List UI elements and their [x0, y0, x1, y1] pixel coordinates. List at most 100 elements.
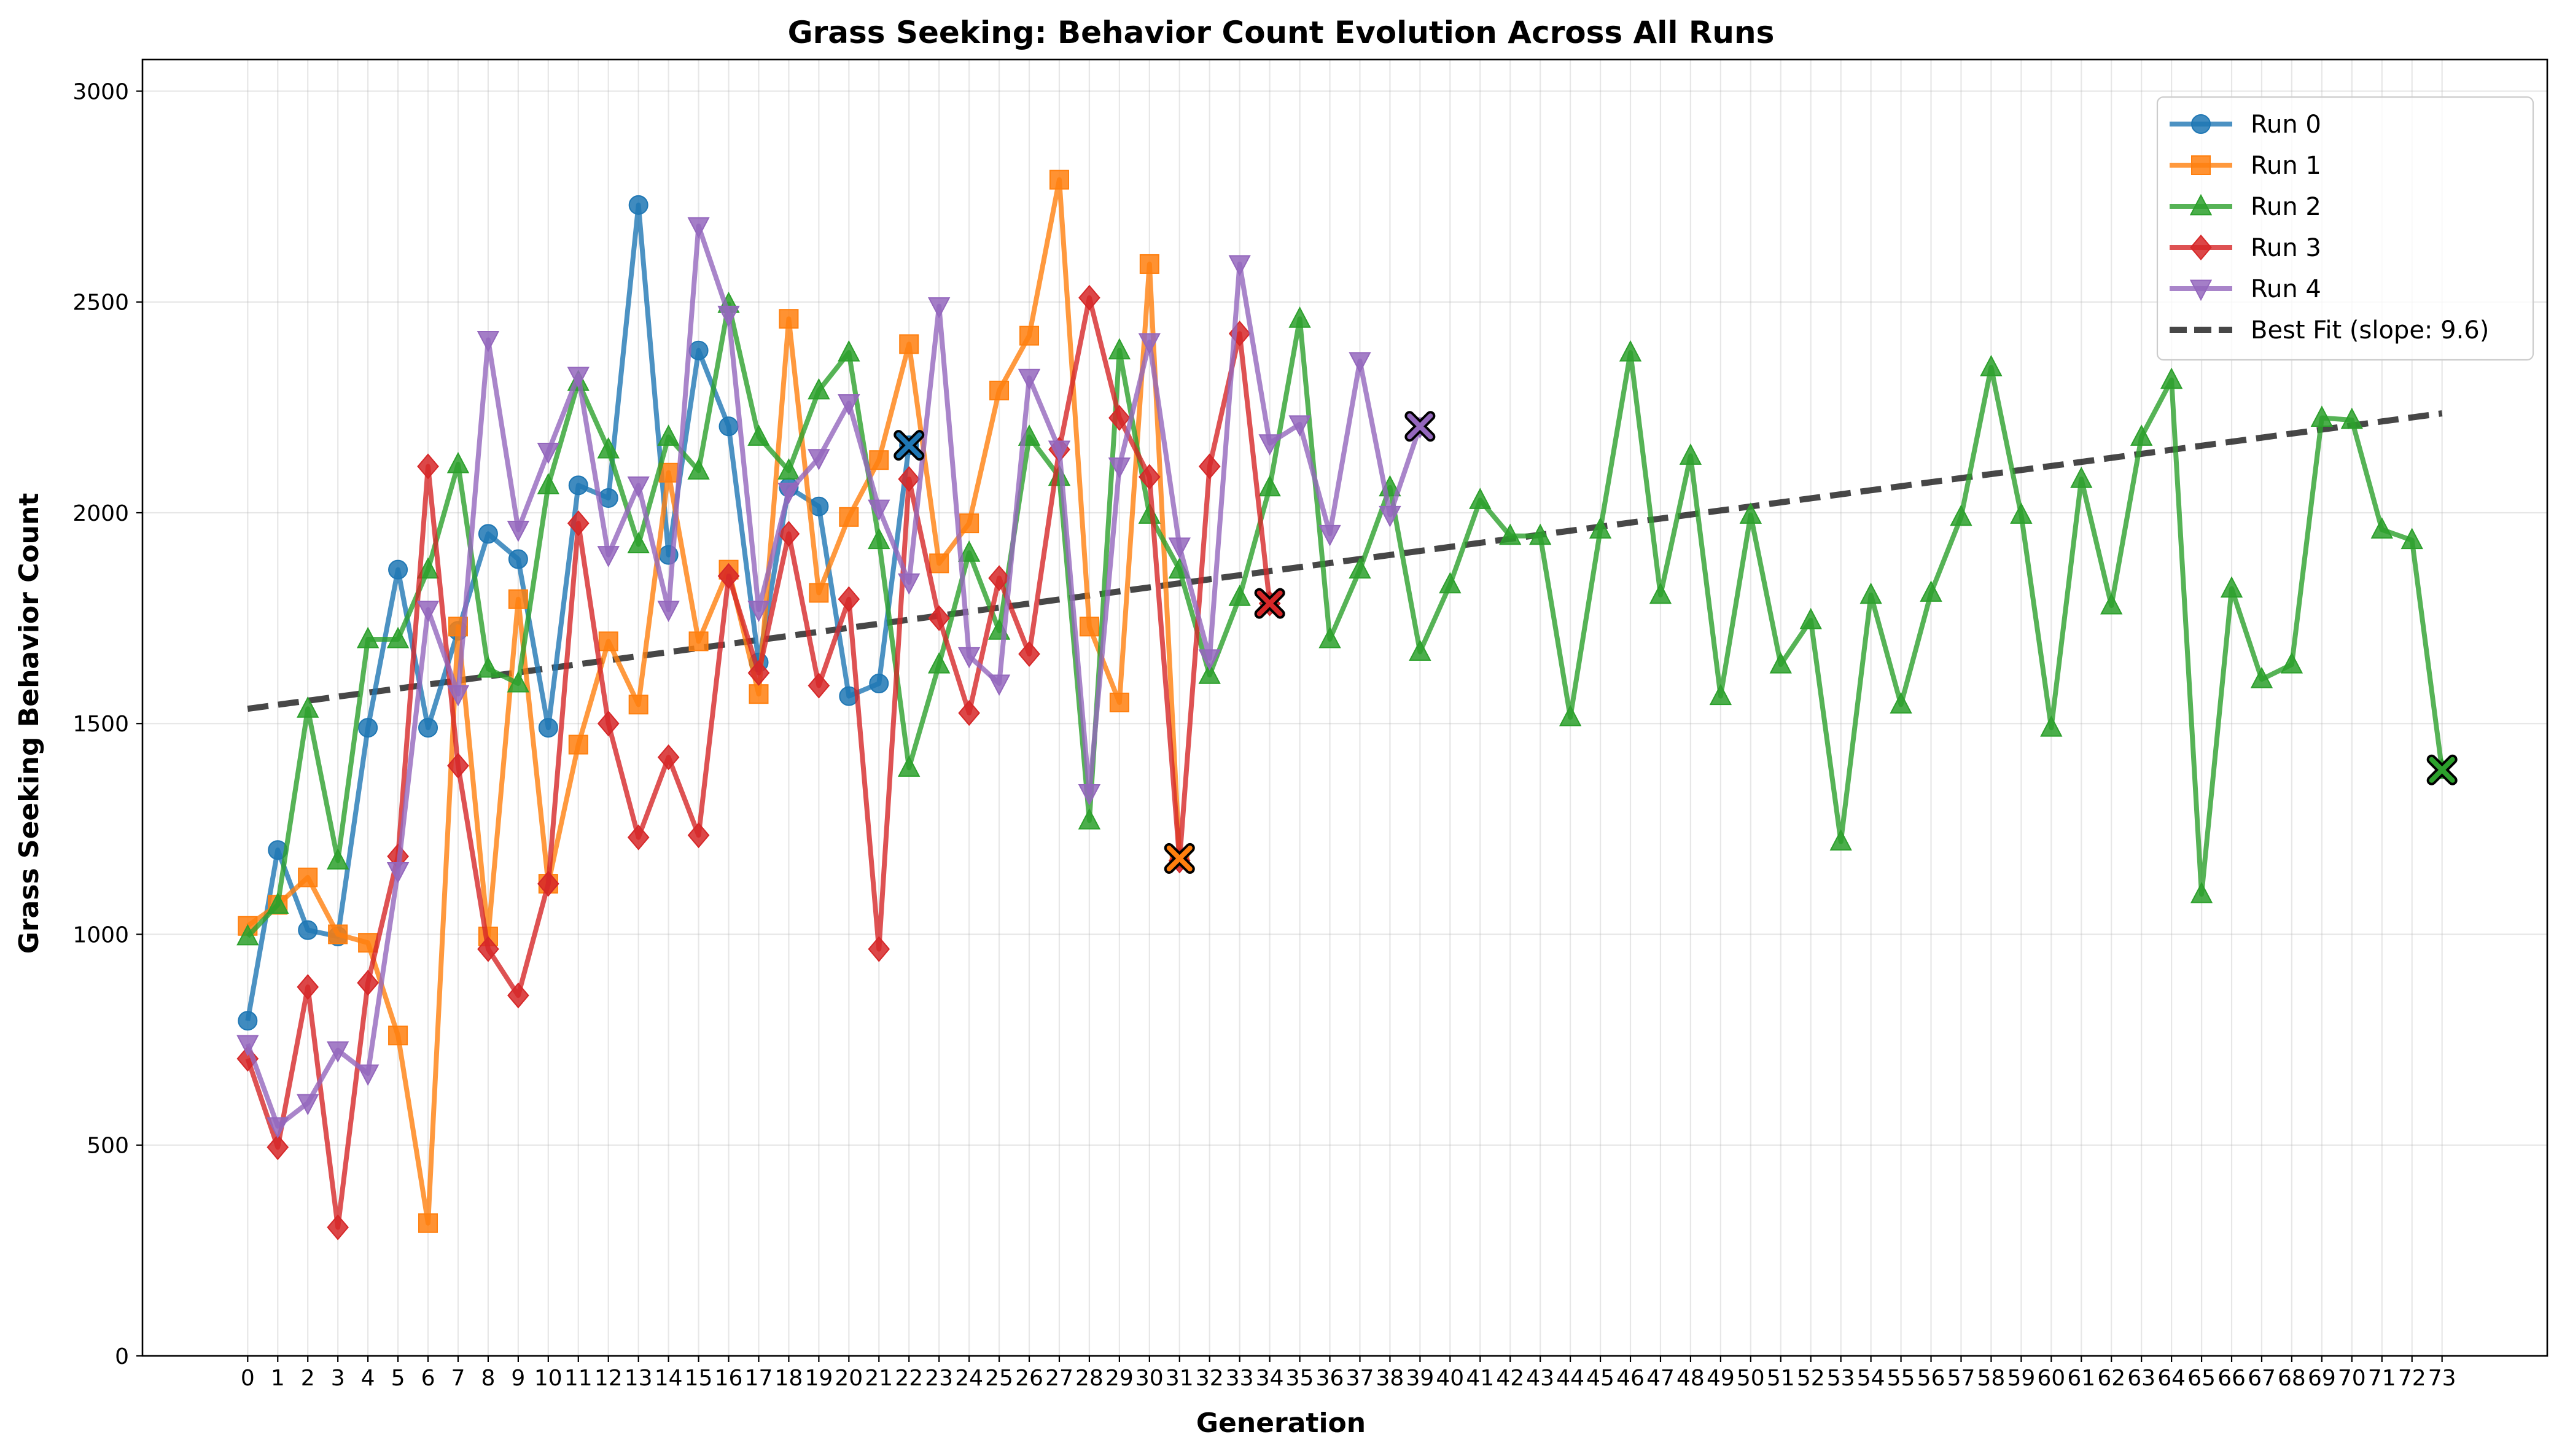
- data-point: [1138, 333, 1161, 355]
- x-tick-label: 62: [2097, 1366, 2125, 1391]
- data-point: [2070, 466, 2093, 488]
- x-tick-label: 17: [745, 1366, 773, 1391]
- chart-title: Grass Seeking: Behavior Count Evolution …: [788, 15, 1775, 50]
- data-point: [1288, 306, 1311, 328]
- data-point: [297, 696, 319, 718]
- legend-label: Best Fit (slope: 9.6): [2251, 316, 2489, 345]
- legend-box: [2156, 96, 2534, 361]
- data-point: [358, 718, 378, 738]
- data-point: [958, 700, 980, 726]
- data-point: [628, 695, 648, 715]
- data-point: [777, 521, 800, 547]
- data-point: [1168, 537, 1191, 559]
- data-point: [1769, 652, 1792, 674]
- legend-marker: [2191, 155, 2211, 175]
- data-point: [898, 755, 921, 777]
- data-point: [1228, 585, 1251, 606]
- data-point: [386, 626, 410, 648]
- data-point: [839, 507, 859, 527]
- data-point: [2040, 715, 2063, 737]
- x-tick-label: 16: [715, 1366, 743, 1391]
- data-point: [929, 553, 949, 574]
- data-point: [507, 671, 530, 693]
- x-tick-label: 73: [2428, 1366, 2456, 1391]
- x-tick-label: 40: [1436, 1366, 1464, 1391]
- data-point: [2370, 517, 2393, 539]
- data-point: [718, 416, 739, 437]
- data-point: [267, 892, 289, 914]
- data-point: [2190, 882, 2213, 903]
- data-point: [2160, 367, 2183, 389]
- x-tick-label: 23: [925, 1366, 953, 1391]
- data-point: [418, 1213, 438, 1233]
- data-point: [1019, 325, 1040, 346]
- x-tick-label: 66: [2217, 1366, 2246, 1391]
- data-point: [688, 340, 709, 360]
- data-point: [1980, 354, 2003, 376]
- data-point: [1469, 488, 1492, 509]
- data-point: [507, 520, 530, 542]
- data-point: [1890, 692, 1912, 714]
- data-point: [1049, 169, 1069, 190]
- data-point: [1078, 784, 1101, 806]
- x-tick-label: 27: [1045, 1366, 1073, 1391]
- data-point: [1018, 368, 1041, 391]
- data-point: [657, 601, 680, 623]
- x-tick-label: 45: [1586, 1366, 1614, 1391]
- y-tick-label: 500: [87, 1134, 129, 1159]
- data-point: [1950, 504, 1972, 526]
- data-point: [1108, 457, 1131, 479]
- data-point: [627, 532, 650, 553]
- data-point: [2280, 652, 2303, 674]
- data-point: [1139, 464, 1161, 490]
- x-tick-label: 46: [1616, 1366, 1645, 1391]
- data-point: [687, 217, 710, 239]
- data-point: [749, 684, 769, 704]
- x-tick-label: 50: [1737, 1366, 1765, 1391]
- x-tick-label: 26: [1015, 1366, 1043, 1391]
- data-point: [1079, 617, 1099, 637]
- x-tick-label: 10: [534, 1366, 563, 1391]
- x-tick-label: 30: [1135, 1366, 1164, 1391]
- legend-marker: [2191, 114, 2211, 134]
- data-point: [598, 631, 618, 652]
- data-point: [2250, 667, 2273, 688]
- x-tick-label: 67: [2248, 1366, 2276, 1391]
- data-point: [809, 583, 829, 603]
- data-point: [597, 437, 620, 459]
- data-point: [388, 559, 408, 580]
- data-point: [717, 305, 740, 327]
- data-point: [1018, 640, 1040, 668]
- x-tick-label: 38: [1376, 1366, 1404, 1391]
- data-point: [478, 524, 498, 544]
- data-point: [717, 563, 740, 590]
- data-point: [1709, 683, 1732, 706]
- series-run-1: [238, 169, 1190, 1233]
- data-point: [508, 589, 528, 609]
- y-tick-label: 2500: [72, 290, 129, 316]
- data-point: [446, 451, 470, 473]
- data-point: [297, 974, 319, 1000]
- data-point: [297, 1094, 319, 1116]
- final-point-marker-inner: [2429, 757, 2455, 783]
- x-tick-label: 63: [2127, 1366, 2155, 1391]
- data-point: [507, 982, 529, 1009]
- data-point: [537, 442, 559, 464]
- y-tick-label: 1500: [72, 712, 129, 737]
- axes: 0 1 2 3 4 5 6 7 8 9 10 11 12 13 14 15 16 17 18 19 20 21 22 23 24…: [72, 79, 2456, 1391]
- y-tick-label: 3000: [72, 79, 129, 104]
- x-tick-label: 53: [1827, 1366, 1855, 1391]
- data-point: [1108, 338, 1131, 360]
- series-line: [245, 224, 1423, 1129]
- data-point: [838, 586, 860, 612]
- data-point: [898, 573, 921, 595]
- data-point: [597, 710, 620, 737]
- legend-marker: [2189, 193, 2213, 216]
- data-point: [1499, 523, 1522, 545]
- data-point: [568, 734, 588, 755]
- x-tick-label: 28: [1075, 1366, 1104, 1391]
- data-point: [1198, 649, 1221, 671]
- data-point: [657, 424, 680, 446]
- x-tick-label: 19: [804, 1366, 833, 1391]
- legend-marker: [2189, 279, 2213, 302]
